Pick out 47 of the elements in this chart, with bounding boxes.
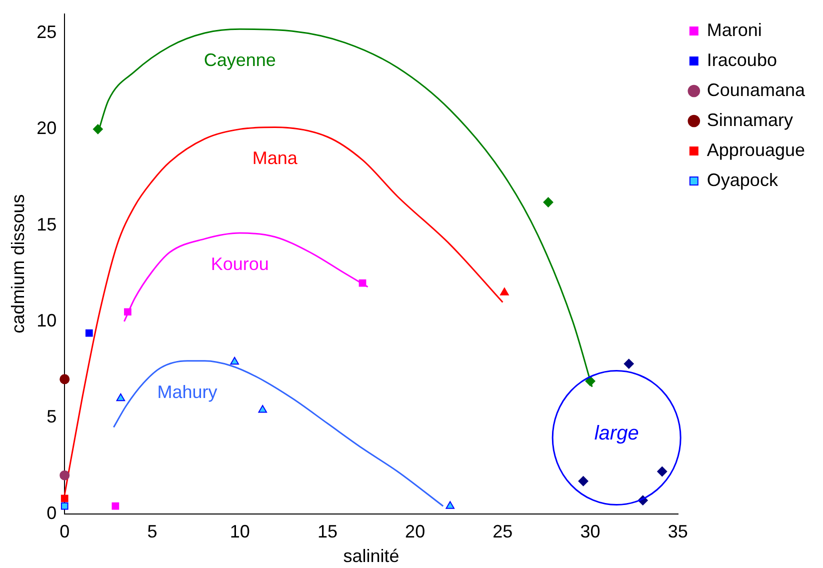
legend-label: Sinnamary xyxy=(706,110,793,130)
point xyxy=(657,466,668,476)
y-tick-label: 10 xyxy=(36,310,57,330)
legend-label: Oyapock xyxy=(706,170,779,190)
series-label: Cayenne xyxy=(204,50,276,70)
point xyxy=(92,124,103,134)
legend-label: Approuague xyxy=(706,140,806,160)
y-axis-title: cadmium dissous xyxy=(8,194,28,334)
point xyxy=(585,376,596,386)
x-tick-label: 10 xyxy=(230,522,250,542)
x-tick-label: 5 xyxy=(147,522,158,542)
point xyxy=(60,374,70,384)
point xyxy=(258,404,268,413)
point xyxy=(124,308,132,316)
x-tick-label: 25 xyxy=(492,522,513,542)
point xyxy=(60,494,68,502)
x-tick-label: 15 xyxy=(317,522,338,542)
y-tick-label: 0 xyxy=(46,502,57,523)
x-tick-label: 35 xyxy=(668,522,688,542)
point xyxy=(578,476,588,486)
point xyxy=(112,502,120,510)
point xyxy=(500,288,509,296)
x-tick-label: 30 xyxy=(580,522,600,542)
point xyxy=(358,279,366,287)
point xyxy=(543,197,554,208)
point xyxy=(116,393,126,402)
point xyxy=(60,470,70,480)
point xyxy=(230,356,239,365)
x-tick-label: 20 xyxy=(405,522,426,542)
y-tick-label: 20 xyxy=(36,118,57,138)
x-axis-title: salinité xyxy=(343,546,400,566)
legend-label: Iracoubo xyxy=(706,50,777,70)
y-tick-label: 25 xyxy=(36,22,57,42)
x-tick-label: 0 xyxy=(60,522,70,542)
series-label: Mana xyxy=(252,148,298,168)
annotation: large xyxy=(594,422,639,444)
y-tick-label: 15 xyxy=(36,214,57,234)
line-series xyxy=(123,232,369,322)
series-label: Mahury xyxy=(157,382,218,402)
legend-label: Counamana xyxy=(706,80,806,100)
point xyxy=(85,329,93,337)
legend-label: Maroni xyxy=(706,20,762,40)
point xyxy=(624,358,634,369)
series-label: Kourou xyxy=(210,254,269,274)
y-tick-label: 5 xyxy=(46,406,57,427)
point xyxy=(60,502,68,510)
point xyxy=(446,501,455,509)
